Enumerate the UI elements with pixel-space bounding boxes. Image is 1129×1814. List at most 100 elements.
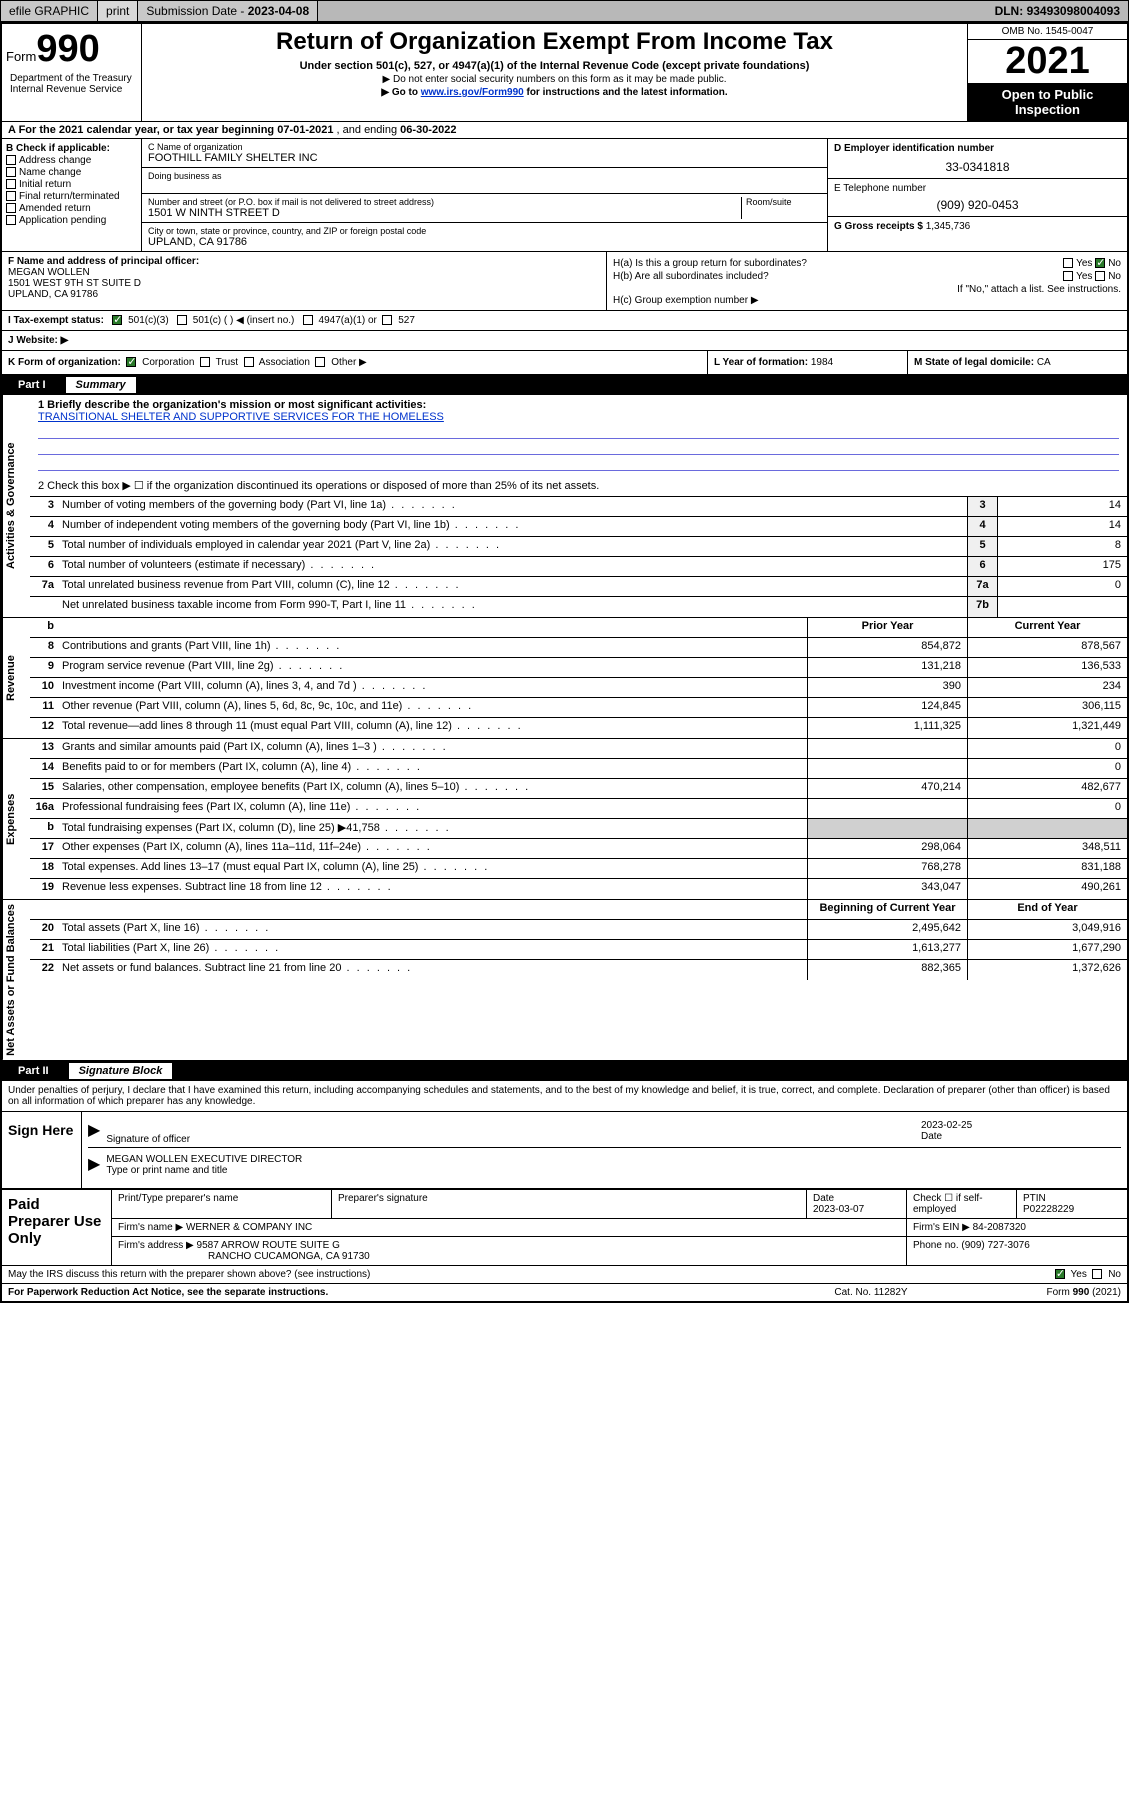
chk-init-label: Initial return: [19, 179, 71, 190]
chk-501c[interactable]: [177, 315, 187, 325]
print-button[interactable]: print: [98, 1, 138, 21]
chk-other[interactable]: [315, 357, 325, 367]
chk-application-pending[interactable]: Application pending: [6, 215, 137, 226]
gov-row: Net unrelated business taxable income fr…: [30, 597, 1127, 617]
chk-trust[interactable]: [200, 357, 210, 367]
two-col-header: b Prior Year Current Year: [30, 618, 1127, 638]
gross-receipts-cell: G Gross receipts $ 1,345,736: [828, 217, 1127, 251]
form-header: Form990 Department of the Treasury Inter…: [2, 24, 1127, 122]
colb-label: B Check if applicable:: [6, 143, 137, 154]
chk-501c3[interactable]: [112, 315, 122, 325]
chk-final-return[interactable]: Final return/terminated: [6, 191, 137, 202]
net-hdr-begin: Beginning of Current Year: [807, 900, 967, 919]
chk-527[interactable]: [382, 315, 392, 325]
gov-row: 5 Total number of individuals employed i…: [30, 537, 1127, 557]
row-text: Grants and similar amounts paid (Part IX…: [58, 739, 807, 758]
hdr-blank: [58, 618, 807, 637]
gov-row: 6 Total number of volunteers (estimate i…: [30, 557, 1127, 577]
chk-amended-return[interactable]: Amended return: [6, 203, 137, 214]
prep-self-emp: Check ☐ if self-employed: [907, 1190, 1017, 1218]
subdate-label: Submission Date -: [146, 4, 247, 18]
firm-addr-cell: Firm's address ▶ 9587 ARROW ROUTE SUITE …: [112, 1237, 907, 1265]
subtitle-3: ▶ Go to www.irs.gov/Form990 for instruct…: [150, 87, 959, 98]
chk-address-change[interactable]: Address change: [6, 155, 137, 166]
subtitle-1: Under section 501(c), 527, or 4947(a)(1)…: [150, 60, 959, 72]
chk-corp[interactable]: [126, 357, 136, 367]
data-row: 21 Total liabilities (Part X, line 26) 1…: [30, 940, 1127, 960]
current-value: 490,261: [967, 879, 1127, 899]
col-c-org-info: C Name of organization FOOTHILL FAMILY S…: [142, 139, 827, 251]
dln-label: DLN:: [995, 4, 1027, 18]
row-text: Benefits paid to or for members (Part IX…: [58, 759, 807, 778]
department: Department of the Treasury Internal Reve…: [6, 71, 137, 97]
row-text: Total number of individuals employed in …: [58, 537, 967, 556]
prior-value: 2,495,642: [807, 920, 967, 939]
ha-no: No: [1108, 258, 1121, 269]
chk-4947[interactable]: [303, 315, 313, 325]
rowa-mid: , and ending: [337, 124, 401, 136]
prior-value: 470,214: [807, 779, 967, 798]
prior-value: 131,218: [807, 658, 967, 677]
row-num: 12: [30, 718, 58, 738]
name-row: ▶ MEGAN WOLLEN EXECUTIVE DIRECTOR Type o…: [88, 1152, 1121, 1178]
data-row: 13 Grants and similar amounts paid (Part…: [30, 739, 1127, 759]
row-num: 7a: [30, 577, 58, 596]
phone-label: E Telephone number: [834, 183, 1121, 194]
current-value: 348,511: [967, 839, 1127, 858]
chk-discuss-no[interactable]: [1092, 1269, 1102, 1279]
row-num: 14: [30, 759, 58, 778]
phone-cell: E Telephone number (909) 920-0453: [828, 179, 1127, 217]
row-num: 19: [30, 879, 58, 899]
row-text: Total liabilities (Part X, line 26): [58, 940, 807, 959]
row-text: Total revenue—add lines 8 through 11 (mu…: [58, 718, 807, 738]
firm-name-cell: Firm's name ▶ WERNER & COMPANY INC: [112, 1219, 907, 1236]
submission-date: Submission Date - 2023-04-08: [138, 1, 318, 21]
net-header: Beginning of Current Year End of Year: [30, 900, 1127, 920]
irs-link[interactable]: www.irs.gov/Form990: [421, 87, 524, 98]
firm-addr-label: Firm's address ▶: [118, 1240, 194, 1251]
omb-number: OMB No. 1545-0047: [968, 24, 1127, 40]
mission-block: 1 Briefly describe the organization's mi…: [30, 395, 1127, 497]
col-b-checkboxes: B Check if applicable: Address change Na…: [2, 139, 142, 251]
data-row: 8 Contributions and grants (Part VIII, l…: [30, 638, 1127, 658]
sign-date-cell: 2023-02-25 Date: [921, 1120, 1121, 1145]
tab-net-assets: Net Assets or Fund Balances: [2, 900, 30, 1060]
data-row: 15 Salaries, other compensation, employe…: [30, 779, 1127, 799]
line2-text: 2 Check this box ▶ ☐ if the organization…: [38, 479, 1119, 492]
chk-discuss-yes[interactable]: [1055, 1269, 1065, 1279]
chk-initial-return[interactable]: Initial return: [6, 179, 137, 190]
sign-here-block: Sign Here ▶ Signature of officer 2023-02…: [2, 1112, 1127, 1190]
firm-phone-cell: Phone no. (909) 727-3076: [907, 1237, 1127, 1265]
name-cell: MEGAN WOLLEN EXECUTIVE DIRECTOR Type or …: [106, 1154, 1121, 1176]
part2-num: Part II: [8, 1063, 59, 1079]
tab-revenue: Revenue: [2, 618, 30, 738]
signature-cell: Signature of officer: [106, 1120, 921, 1145]
rowi-label: I Tax-exempt status:: [8, 315, 104, 326]
row-num: 10: [30, 678, 58, 697]
discuss-yes: Yes: [1071, 1269, 1087, 1280]
subdate-value: 2023-04-08: [248, 4, 309, 18]
row-text: Salaries, other compensation, employee b…: [58, 779, 807, 798]
chk-app-label: Application pending: [19, 215, 106, 226]
prior-value: [807, 759, 967, 778]
data-row: b Total fundraising expenses (Part IX, c…: [30, 819, 1127, 839]
data-row: 19 Revenue less expenses. Subtract line …: [30, 879, 1127, 899]
data-row: 10 Investment income (Part VIII, column …: [30, 678, 1127, 698]
chk-addr-label: Address change: [19, 155, 91, 166]
form-title: Return of Organization Exempt From Incom…: [150, 28, 959, 56]
firm-addr2: RANCHO CUCAMONGA, CA 91730: [208, 1251, 900, 1262]
penalties-declaration: Under penalties of perjury, I declare th…: [2, 1081, 1127, 1112]
col-right-deg: D Employer identification number 33-0341…: [827, 139, 1127, 251]
signature-label: Signature of officer: [106, 1134, 921, 1145]
mission-blank-2: [38, 441, 1119, 455]
row-text: Other revenue (Part VIII, column (A), li…: [58, 698, 807, 717]
chk-name-change[interactable]: Name change: [6, 167, 137, 178]
trust-label: Trust: [216, 357, 238, 368]
prep-row-3: Firm's address ▶ 9587 ARROW ROUTE SUITE …: [112, 1237, 1127, 1265]
expenses-section: Expenses 13 Grants and similar amounts p…: [2, 739, 1127, 900]
row-ref: 6: [967, 557, 997, 576]
ein-value: 33-0341818: [834, 160, 1121, 174]
row-f-h: F Name and address of principal officer:…: [2, 252, 1127, 311]
chk-assoc[interactable]: [244, 357, 254, 367]
discuss-row: May the IRS discuss this return with the…: [2, 1266, 1127, 1284]
